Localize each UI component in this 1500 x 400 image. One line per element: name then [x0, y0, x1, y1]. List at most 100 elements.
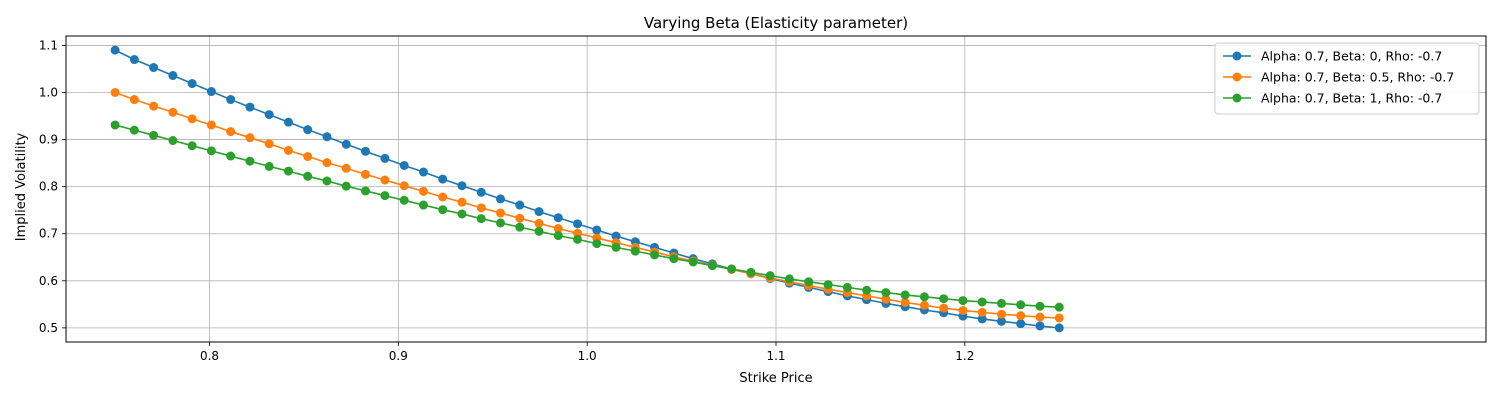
data-point: [360, 186, 370, 196]
data-point: [129, 95, 139, 105]
data-point: [264, 139, 274, 149]
legend-marker: [1232, 72, 1242, 82]
x-axis-label: Strike Price: [739, 371, 812, 386]
data-point: [707, 261, 717, 271]
data-point: [380, 153, 390, 163]
data-point: [226, 95, 236, 105]
data-point: [977, 314, 987, 324]
data-point: [341, 163, 351, 173]
legend-entry-label: Alpha: 0.7, Beta: 0, Rho: -0.7: [1261, 49, 1442, 64]
data-point: [900, 297, 910, 307]
data-point: [1054, 313, 1064, 323]
data-point: [881, 288, 891, 298]
data-point: [1035, 312, 1045, 322]
data-point: [881, 294, 891, 304]
data-point: [360, 169, 370, 179]
x-tick-label: 1.1: [766, 349, 785, 363]
data-point: [919, 300, 929, 310]
legend-marker: [1232, 51, 1242, 61]
data-point: [149, 130, 159, 140]
chart-title: Varying Beta (Elasticity parameter): [644, 14, 908, 32]
data-point: [650, 250, 660, 260]
data-point: [765, 271, 775, 281]
data-point: [322, 132, 332, 142]
data-point: [341, 139, 351, 149]
data-point: [206, 146, 216, 156]
data-point: [1016, 300, 1026, 310]
data-point: [149, 63, 159, 73]
data-point: [958, 296, 968, 306]
y-tick-label: 0.6: [39, 274, 58, 288]
data-point: [168, 107, 178, 117]
y-tick-label: 1.1: [39, 38, 58, 52]
data-point: [515, 222, 525, 232]
data-point: [1016, 319, 1026, 329]
data-point: [438, 192, 448, 202]
data-point: [438, 174, 448, 184]
data-point: [380, 175, 390, 185]
data-point: [168, 71, 178, 81]
data-point: [264, 110, 274, 120]
data-point: [476, 214, 486, 224]
data-point: [341, 181, 351, 191]
data-point: [245, 133, 255, 143]
data-point: [939, 294, 949, 304]
data-point: [187, 141, 197, 151]
data-point: [996, 309, 1006, 319]
x-tick-label: 1.0: [578, 349, 597, 363]
data-point: [630, 246, 640, 256]
data-point: [457, 181, 467, 191]
y-tick-label: 1.0: [39, 85, 58, 99]
series-3: [110, 120, 1064, 312]
data-point: [862, 285, 872, 295]
data-point: [823, 280, 833, 290]
data-point: [149, 101, 159, 111]
data-point: [688, 257, 698, 267]
x-tick-label: 1.2: [955, 349, 974, 363]
data-point: [322, 158, 332, 168]
data-point: [380, 191, 390, 201]
legend-entry-label: Alpha: 0.7, Beta: 1, Rho: -0.7: [1261, 91, 1442, 106]
data-point: [996, 316, 1006, 326]
data-point: [322, 176, 332, 186]
data-point: [476, 187, 486, 197]
legend-marker: [1232, 93, 1242, 103]
data-point: [1016, 311, 1026, 321]
data-point: [592, 225, 602, 235]
data-point: [534, 226, 544, 236]
axis-ticks: 0.8 0.9 1.0 1.1 1.2 0.5 0.6 0.7 0.8 0.9 1.0 1.1: [39, 38, 974, 363]
data-point: [553, 213, 563, 223]
data-point: [129, 55, 139, 65]
y-tick-label: 0.9: [39, 133, 58, 147]
data-point: [264, 161, 274, 171]
data-point: [283, 166, 293, 176]
data-point: [573, 219, 583, 229]
data-point: [226, 151, 236, 161]
data-point: [495, 194, 505, 204]
data-point: [842, 282, 852, 292]
data-point: [476, 203, 486, 213]
data-point: [245, 102, 255, 112]
legend-entry-label: Alpha: 0.7, Beta: 0.5, Rho: -0.7: [1261, 70, 1454, 85]
data-point: [746, 267, 756, 277]
data-point: [110, 120, 120, 130]
data-point: [958, 305, 968, 315]
data-point: [110, 45, 120, 55]
legend-box: [1214, 42, 1480, 115]
data-point: [611, 242, 621, 252]
data-point: [534, 218, 544, 228]
data-point: [611, 231, 621, 241]
data-point: [303, 152, 313, 162]
data-point: [1054, 302, 1064, 312]
data-point: [303, 125, 313, 135]
data-point: [592, 239, 602, 249]
data-point: [418, 200, 428, 210]
data-point: [399, 181, 409, 191]
data-point: [418, 167, 428, 177]
data-point: [534, 207, 544, 217]
data-point: [206, 120, 216, 130]
data-point: [360, 146, 370, 156]
y-tick-label: 0.8: [39, 180, 58, 194]
x-tick-label: 0.8: [200, 349, 219, 363]
